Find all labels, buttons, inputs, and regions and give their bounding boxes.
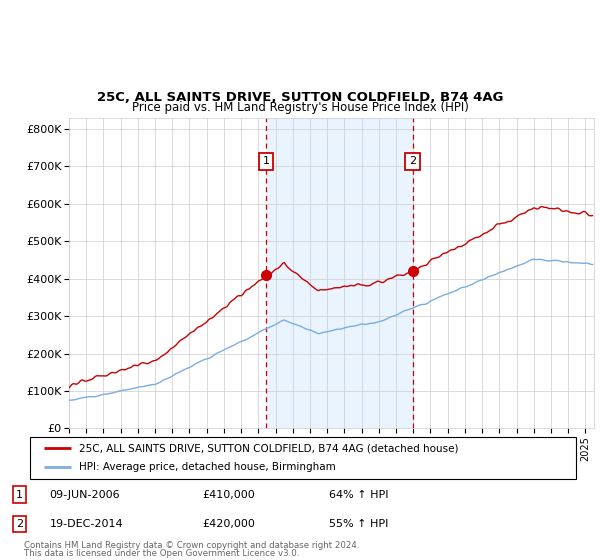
Text: 2: 2 bbox=[409, 156, 416, 166]
Text: 25C, ALL SAINTS DRIVE, SUTTON COLDFIELD, B74 4AG: 25C, ALL SAINTS DRIVE, SUTTON COLDFIELD,… bbox=[97, 91, 503, 104]
FancyBboxPatch shape bbox=[30, 437, 576, 479]
Text: £410,000: £410,000 bbox=[202, 489, 255, 500]
Text: HPI: Average price, detached house, Birmingham: HPI: Average price, detached house, Birm… bbox=[79, 463, 336, 473]
Text: 1: 1 bbox=[262, 156, 269, 166]
Text: Contains HM Land Registry data © Crown copyright and database right 2024.: Contains HM Land Registry data © Crown c… bbox=[24, 541, 359, 550]
Text: This data is licensed under the Open Government Licence v3.0.: This data is licensed under the Open Gov… bbox=[24, 549, 299, 558]
Text: 64% ↑ HPI: 64% ↑ HPI bbox=[329, 489, 388, 500]
Text: 2: 2 bbox=[16, 519, 23, 529]
Bar bbox=[266, 118, 413, 428]
Text: £420,000: £420,000 bbox=[202, 519, 255, 529]
Text: 25C, ALL SAINTS DRIVE, SUTTON COLDFIELD, B74 4AG (detached house): 25C, ALL SAINTS DRIVE, SUTTON COLDFIELD,… bbox=[79, 443, 458, 453]
Text: 19-DEC-2014: 19-DEC-2014 bbox=[49, 519, 123, 529]
Text: 09-JUN-2006: 09-JUN-2006 bbox=[49, 489, 120, 500]
Text: 55% ↑ HPI: 55% ↑ HPI bbox=[329, 519, 388, 529]
Text: Price paid vs. HM Land Registry's House Price Index (HPI): Price paid vs. HM Land Registry's House … bbox=[131, 101, 469, 114]
Text: 1: 1 bbox=[16, 489, 23, 500]
